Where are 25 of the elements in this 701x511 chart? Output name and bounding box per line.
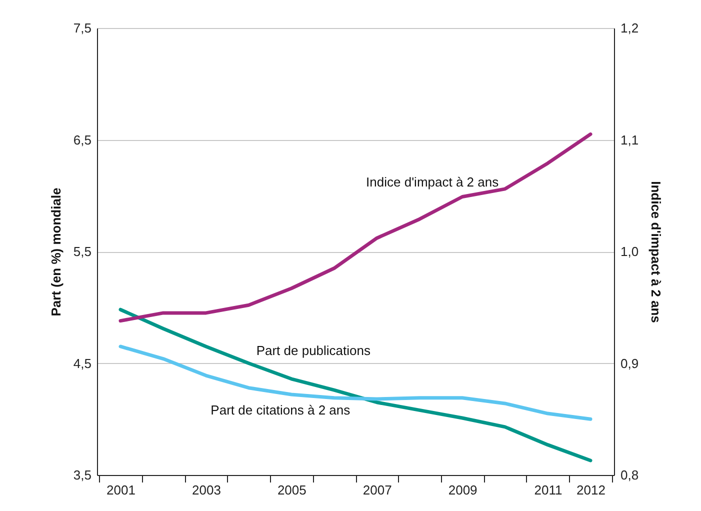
y2-tick-label: 1,0 [620, 244, 639, 259]
series-label: Part de citations à 2 ans [210, 402, 351, 418]
x-tick-label: 2007 [362, 482, 392, 498]
x-tick-label: 2005 [277, 482, 306, 498]
series-label: Part de publications [256, 342, 371, 358]
y-axis-title: Part (en %) mondiale [48, 188, 64, 316]
line-series [118, 344, 592, 421]
y2-axis-title: Indice d'impact à 2 ans [648, 181, 664, 323]
line-series [118, 132, 592, 323]
y-tick-label: 5,5 [73, 244, 92, 259]
y-tick-label: 7,5 [73, 20, 92, 36]
x-tick-label: 2011 [534, 482, 562, 498]
y-tick-label: 6,5 [73, 132, 92, 148]
x-tick-label: 2003 [192, 482, 221, 498]
x-tick-label: 2001 [106, 482, 136, 498]
y2-tick-label: 1,2 [620, 20, 639, 36]
series-label: Indice d'impact à 2 ans [366, 174, 500, 190]
y-tick-label: 3,5 [73, 468, 92, 482]
y2-tick-label: 1,1 [620, 132, 639, 148]
x-tick-label: 2012 [576, 482, 606, 498]
y-tick-label: 4,5 [73, 356, 92, 371]
x-tick-label: 2009 [448, 482, 478, 498]
y2-tick-label: 0,8 [620, 468, 639, 482]
line-series [118, 308, 592, 462]
y2-tick-label: 0,9 [620, 356, 639, 371]
